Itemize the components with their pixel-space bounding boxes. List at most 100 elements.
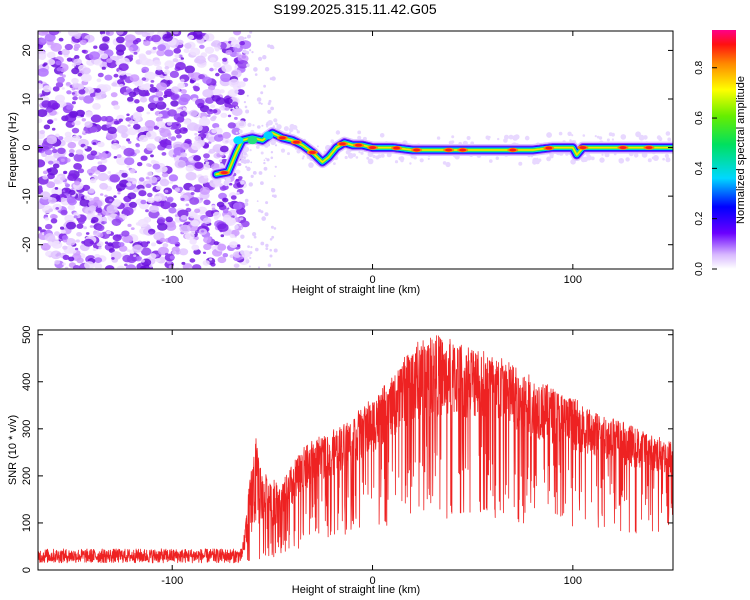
noise-speck xyxy=(38,53,47,60)
noise-speck xyxy=(166,144,173,150)
noise-speck xyxy=(140,259,145,263)
y-tick-label: -20 xyxy=(21,237,33,253)
ridge-halo-speck xyxy=(296,130,300,134)
noise-speck xyxy=(45,106,53,113)
noise-speck xyxy=(97,164,107,172)
noise-speck xyxy=(195,55,206,64)
noise-speck xyxy=(155,90,164,97)
snr-y-axis: 0 100 200 300 400 500 xyxy=(21,326,673,573)
noise-speck xyxy=(170,136,177,141)
noise-speck xyxy=(246,63,250,68)
y-tick-label: 0 xyxy=(21,145,33,151)
ridge-halo-speck xyxy=(275,122,278,126)
noise-speck xyxy=(245,165,248,168)
noise-speck xyxy=(115,183,126,191)
noise-speck xyxy=(60,209,68,216)
noise-speck xyxy=(95,88,101,93)
ridge-halo-speck xyxy=(357,130,362,135)
noise-speck xyxy=(149,264,153,268)
noise-speck xyxy=(173,31,179,35)
noise-speck xyxy=(184,65,195,74)
noise-speck xyxy=(182,263,193,269)
noise-speck xyxy=(170,100,179,107)
noise-speck xyxy=(69,170,75,174)
noise-speck xyxy=(60,197,65,201)
noise-speck xyxy=(73,43,81,49)
noise-speck xyxy=(48,197,57,204)
noise-speck xyxy=(92,248,97,251)
ridge-halo-speck xyxy=(400,158,404,163)
noise-speck xyxy=(254,247,259,252)
ridge-halo-speck xyxy=(497,137,500,141)
noise-speck xyxy=(204,158,208,162)
noise-speck xyxy=(89,178,97,184)
noise-speck xyxy=(92,142,97,145)
noise-speck xyxy=(213,241,219,246)
noise-speck xyxy=(234,116,238,120)
noise-speck xyxy=(121,132,128,139)
noise-speck xyxy=(227,114,232,118)
ridge-halo-speck xyxy=(606,138,610,142)
noise-speck xyxy=(144,92,150,97)
noise-speck xyxy=(264,212,269,217)
noise-speck xyxy=(249,31,253,34)
noise-speck xyxy=(224,97,233,104)
noise-speck xyxy=(148,176,158,184)
noise-speck xyxy=(82,67,91,75)
noise-speck xyxy=(220,112,228,118)
noise-speck xyxy=(235,178,240,182)
noise-speck xyxy=(211,95,221,102)
noise-speck xyxy=(64,43,73,51)
ridge-onset-blob xyxy=(233,136,244,145)
noise-speck xyxy=(157,113,163,118)
noise-speck xyxy=(42,170,48,175)
noise-speck xyxy=(248,182,253,187)
noise-speck xyxy=(133,254,137,258)
noise-speck xyxy=(233,263,240,268)
ridge-peak xyxy=(619,146,627,150)
ridge-halo-speck xyxy=(633,153,639,158)
ridge-halo-speck xyxy=(394,160,399,164)
noise-speck xyxy=(155,116,163,123)
noise-speck xyxy=(238,52,241,55)
ridge-halo-speck xyxy=(651,156,655,160)
noise-speck xyxy=(134,31,144,35)
noise-speck xyxy=(212,211,222,219)
noise-speck xyxy=(78,219,85,225)
noise-speck xyxy=(121,230,130,237)
ridge-halo-speck xyxy=(280,148,286,153)
noise-speck xyxy=(75,239,80,243)
noise-speck xyxy=(271,76,276,81)
snr-series-line xyxy=(38,335,673,564)
noise-speck xyxy=(156,49,166,57)
noise-speck xyxy=(140,155,148,161)
noise-speck xyxy=(133,188,139,193)
noise-speck xyxy=(50,42,62,52)
noise-speck xyxy=(111,241,122,249)
noise-speck xyxy=(260,91,264,95)
noise-speck xyxy=(152,59,162,67)
ridge-halo-speck xyxy=(508,134,514,140)
spectrogram-plot-area xyxy=(38,31,673,269)
noise-speck xyxy=(133,115,141,122)
ridge-halo-speck xyxy=(379,133,385,138)
noise-speck xyxy=(166,107,170,111)
noise-speck xyxy=(127,192,137,200)
noise-speck xyxy=(194,161,204,169)
noise-speck xyxy=(191,244,200,251)
noise-speck xyxy=(46,135,58,145)
noise-speck xyxy=(193,86,200,91)
noise-speck xyxy=(75,149,84,155)
noise-speck xyxy=(96,224,105,232)
noise-speck xyxy=(43,62,48,66)
noise-speck xyxy=(58,37,64,42)
noise-speck xyxy=(222,253,229,258)
noise-speck xyxy=(169,180,174,184)
ridge-halo-speck xyxy=(667,137,672,142)
noise-speck xyxy=(205,97,214,104)
noise-speck xyxy=(146,241,150,244)
noise-speck xyxy=(109,174,121,183)
noise-speck xyxy=(202,260,210,266)
noise-speck xyxy=(141,31,149,37)
noise-speck xyxy=(185,171,197,181)
